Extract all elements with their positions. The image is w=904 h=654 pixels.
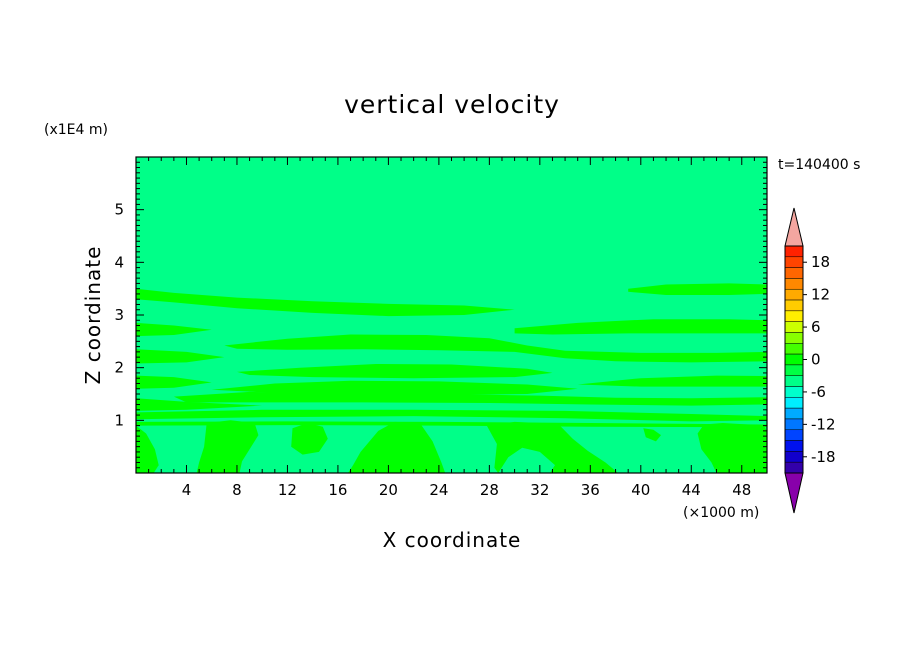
x-tick-label: 36 <box>581 481 600 499</box>
colorbar-swatch <box>784 386 804 398</box>
chart-title: vertical velocity <box>344 90 560 119</box>
x-tick-label: 28 <box>480 481 499 499</box>
colorbar-label: -6 <box>811 383 826 401</box>
contour-region-band-3.4 <box>136 288 515 317</box>
colorbar-swatch <box>784 429 804 441</box>
colorbar-swatch <box>784 267 804 279</box>
colorbar-swatch <box>784 375 804 387</box>
contour-region-band-1.15 <box>136 409 767 422</box>
colorbar-swatch <box>784 451 804 463</box>
x-tick-label: 40 <box>631 481 650 499</box>
contour-region-blob-x0 <box>136 425 159 473</box>
plot-area <box>135 156 768 474</box>
colorbar-swatch <box>784 418 804 431</box>
x-tick-label: 16 <box>328 481 347 499</box>
colorbar-label: 0 <box>811 351 821 369</box>
contour-region-band-2.8-right <box>514 319 767 335</box>
x-tick-label: 32 <box>530 481 549 499</box>
colorbar-swatch <box>784 256 804 268</box>
colorbar-swatch <box>784 332 804 344</box>
x-tick-label: 4 <box>182 481 192 499</box>
colorbar-label: -18 <box>811 448 836 466</box>
colorbar-swatch <box>784 440 804 452</box>
colorbar-top-extend <box>784 207 804 247</box>
colorbar-swatch <box>784 245 804 258</box>
contour-region-blob-x32 <box>486 421 619 473</box>
contour-region-band-1.3-left <box>136 398 263 411</box>
colorbar-swatch <box>784 397 804 409</box>
contour-region-blob-x14 <box>291 423 328 455</box>
colorbar-swatch <box>784 278 804 290</box>
colorbar-label: 6 <box>811 318 821 336</box>
contour-region-band-3.5-right <box>628 283 767 295</box>
x-axis-label: X coordinate <box>383 528 522 552</box>
contour-region-band-2.45 <box>224 334 768 363</box>
contour-region-blob-x6 <box>196 420 259 473</box>
contour-region-band-0.92 <box>136 421 767 428</box>
colorbar-swatch <box>784 343 804 355</box>
colorbar-bottom-extend <box>784 472 804 514</box>
contour-region-band-1.95 <box>237 364 553 379</box>
time-label: t=140400 s <box>778 157 860 173</box>
y-tick-label: 4 <box>114 253 124 271</box>
colorbar-swatch <box>784 321 804 333</box>
y-tick-label: 3 <box>114 306 124 324</box>
contour-region-blob-x35 <box>582 466 596 473</box>
y-tick-label: 5 <box>114 201 124 219</box>
x-tick-label: 24 <box>429 481 448 499</box>
x-tick-label: 8 <box>232 481 242 499</box>
x-tick-label: 48 <box>732 481 751 499</box>
contour-region-band-1.75-left <box>136 375 212 389</box>
contour-region-blob-x41 <box>643 428 661 442</box>
y-axis-label: Z coordinate <box>81 246 105 385</box>
x-tick-label: 12 <box>278 481 297 499</box>
colorbar-swatch <box>784 461 804 474</box>
x-tick-label: 44 <box>682 481 701 499</box>
colorbar-swatch <box>784 364 804 376</box>
y-unit-label: (x1E4 m) <box>44 122 108 138</box>
contour-region-blob-x47 <box>697 423 767 473</box>
colorbar-swatch <box>784 310 804 322</box>
contour-region-blob-x21 <box>348 421 446 473</box>
y-tick-label: 2 <box>114 359 124 377</box>
y-tick-label: 1 <box>114 411 124 429</box>
contour-region-band-1.5 <box>173 391 767 406</box>
colorbar-swatch <box>784 288 804 301</box>
x-unit-label: (×1000 m) <box>683 505 759 521</box>
colorbar-swatch <box>784 407 804 420</box>
colorbar-swatch <box>784 353 804 366</box>
contour-region-band-1.75-right <box>577 375 767 387</box>
contour-region-band-2.75-left <box>136 322 212 337</box>
x-tick-label: 20 <box>379 481 398 499</box>
colorbar-label: 18 <box>811 253 830 271</box>
colorbar-swatch <box>784 299 804 312</box>
colorbar-label: 12 <box>811 286 830 304</box>
contour-region-band-2.2-left <box>136 349 225 364</box>
colorbar-label: -12 <box>811 415 836 433</box>
contour-region-band-1.7 <box>211 380 578 396</box>
